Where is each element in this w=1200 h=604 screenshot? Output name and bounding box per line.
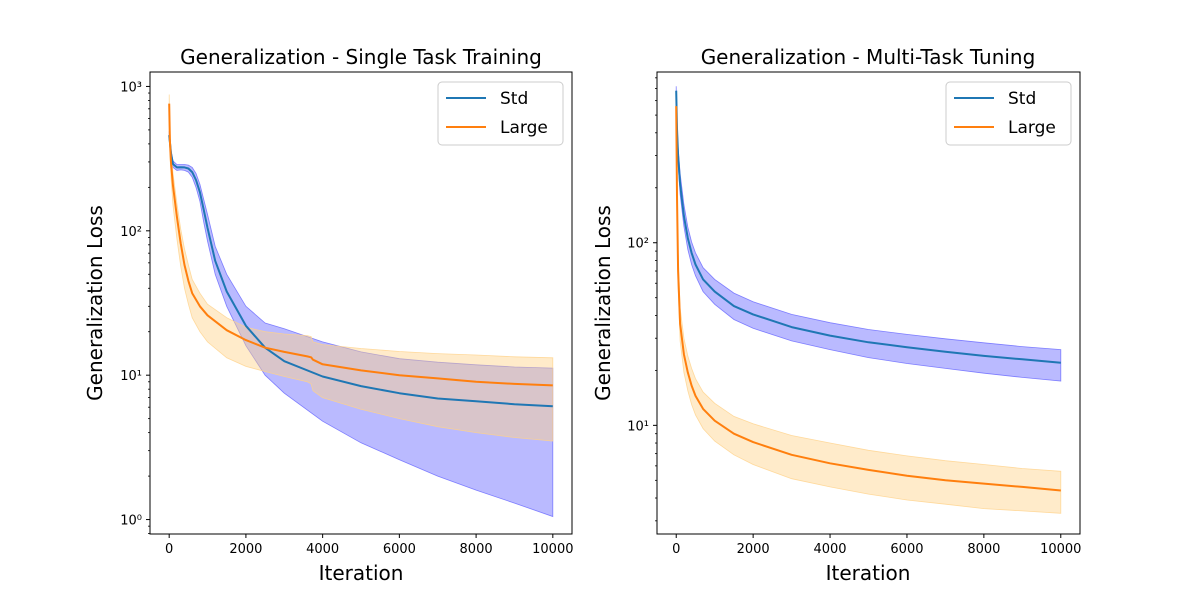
y-axis: 10¹ 10² [627, 77, 657, 522]
legend-label-std: Std [500, 89, 528, 109]
confidence-band-std [168, 131, 554, 518]
chart-multi-task: Generalization - Multi-Task Tuning 0 2000… [591, 45, 1081, 585]
y-tick-label: 10² [627, 237, 649, 252]
y-tick-label: 10⁰ [120, 514, 142, 529]
series-line-large [168, 103, 553, 387]
x-tick-label: 4000 [813, 542, 846, 557]
x-tick-label: 2000 [737, 542, 770, 557]
legend-label-large: Large [500, 118, 548, 138]
series-layer [168, 94, 554, 518]
y-tick-label: 10² [120, 225, 142, 240]
legend: Std Large [945, 81, 1072, 146]
y-tick-label: 10³ [120, 80, 142, 95]
x-tick-label: 10000 [532, 542, 573, 557]
series-line-large [675, 106, 1061, 492]
x-tick-label: 10000 [1040, 542, 1081, 557]
legend: Std Large [437, 81, 564, 146]
series-layer [675, 86, 1062, 514]
x-axis: 0 2000 4000 6000 8000 10000 [672, 534, 1081, 557]
confidence-band-std [675, 86, 1062, 382]
series-line-std [168, 135, 553, 408]
x-tick-label: 6000 [890, 542, 923, 557]
legend-label-std: Std [1008, 89, 1036, 109]
legend-label-large: Large [1008, 118, 1056, 138]
x-tick-label: 6000 [383, 542, 416, 557]
x-tick-label: 4000 [306, 542, 339, 557]
plot-frame [656, 71, 1081, 535]
x-axis-label: Iteration [319, 561, 404, 585]
series-line-std [675, 90, 1061, 364]
x-tick-label: 2000 [229, 542, 262, 557]
confidence-band-large [168, 94, 554, 442]
plot-frame [149, 71, 573, 535]
y-tick-label: 10¹ [120, 369, 142, 384]
y-tick-label: 10¹ [627, 419, 649, 434]
chart-title: Generalization - Single Task Training [180, 45, 542, 69]
y-axis-label: Generalization Loss [591, 205, 615, 401]
x-tick-label: 0 [672, 542, 680, 557]
x-tick-label: 0 [165, 542, 173, 557]
chart-title: Generalization - Multi-Task Tuning [701, 45, 1036, 69]
confidence-band-large [675, 97, 1062, 514]
x-axis: 0 2000 4000 6000 8000 10000 [165, 534, 573, 557]
y-axis: 10⁰ 10¹ 10² 10³ [120, 80, 150, 534]
x-axis-label: Iteration [826, 561, 911, 585]
chart-single-task: Generalization - Single Task Training 0 2… [83, 45, 573, 585]
x-tick-label: 8000 [967, 542, 1000, 557]
y-axis-label: Generalization Loss [83, 205, 107, 401]
x-tick-label: 8000 [460, 542, 493, 557]
